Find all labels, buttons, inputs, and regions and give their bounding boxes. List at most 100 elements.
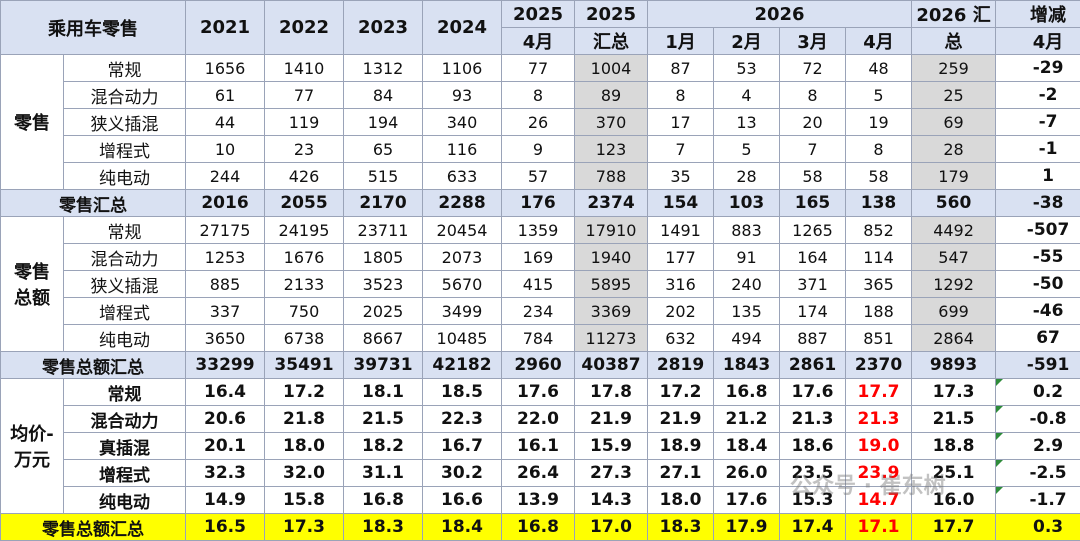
table-cell: 1253 xyxy=(186,244,265,271)
section-label-line: 均价- xyxy=(1,420,63,446)
col-2023: 2023 xyxy=(344,1,423,55)
table-cell: 31.1 xyxy=(344,460,423,487)
table-cell: 26.0 xyxy=(714,460,780,487)
table-cell: 114 xyxy=(846,244,912,271)
table-cell: 24195 xyxy=(265,217,344,244)
row-name: 常规 xyxy=(64,55,186,82)
summary-cell: 176 xyxy=(502,190,575,217)
table-cell: 18.2 xyxy=(344,433,423,460)
summary-cell: 17.4 xyxy=(780,514,846,541)
table-cell: 23711 xyxy=(344,217,423,244)
summary-cell: 35491 xyxy=(265,352,344,379)
row-name: 纯电动 xyxy=(64,325,186,352)
table-cell: 515 xyxy=(344,163,423,190)
table-cell: 547 xyxy=(912,244,996,271)
summary-cell: 2288 xyxy=(423,190,502,217)
table-cell: 10485 xyxy=(423,325,502,352)
table-cell: 65 xyxy=(344,136,423,163)
summary-cell: 0.3 xyxy=(996,514,1080,541)
section-label-line: 零售 xyxy=(1,109,63,135)
table-cell: -2.5 xyxy=(996,460,1080,487)
table-cell: 1106 xyxy=(423,55,502,82)
col-change-line1: 增减 xyxy=(996,1,1080,28)
table-cell: -2 xyxy=(996,82,1080,109)
table-cell: 21.8 xyxy=(265,406,344,433)
summary-cell: 9893 xyxy=(912,352,996,379)
table-cell: 57 xyxy=(502,163,575,190)
table-cell: 18.8 xyxy=(912,433,996,460)
row-name: 常规 xyxy=(64,217,186,244)
table-cell: 8 xyxy=(648,82,714,109)
table-cell: 851 xyxy=(846,325,912,352)
table-cell: 169 xyxy=(502,244,575,271)
table-cell: 69 xyxy=(912,109,996,136)
summary-cell: 138 xyxy=(846,190,912,217)
col-2026-sum-line1: 2026 汇 xyxy=(912,1,996,28)
table-cell: 21.2 xyxy=(714,406,780,433)
table-cell: 16.8 xyxy=(714,379,780,406)
summary-cell: 165 xyxy=(780,190,846,217)
table-cell: 16.8 xyxy=(344,487,423,514)
table-cell: 6738 xyxy=(265,325,344,352)
summary-cell: 17.1 xyxy=(846,514,912,541)
table-cell: 67 xyxy=(996,325,1080,352)
summary-cell: 2861 xyxy=(780,352,846,379)
table-cell: 14.9 xyxy=(186,487,265,514)
summary-cell: 16.8 xyxy=(502,514,575,541)
table-cell: 5895 xyxy=(575,271,648,298)
table-cell: 174 xyxy=(780,298,846,325)
table-cell: 19.0 xyxy=(846,433,912,460)
table-cell: 20.6 xyxy=(186,406,265,433)
table-cell: 177 xyxy=(648,244,714,271)
table-cell: 77 xyxy=(502,55,575,82)
row-name: 纯电动 xyxy=(64,163,186,190)
table-cell: 27.3 xyxy=(575,460,648,487)
table-cell: 30.2 xyxy=(423,460,502,487)
table-cell: 194 xyxy=(344,109,423,136)
table-cell: 28 xyxy=(714,163,780,190)
summary-cell: 17.0 xyxy=(575,514,648,541)
table-cell: 632 xyxy=(648,325,714,352)
table-cell: 26 xyxy=(502,109,575,136)
summary-cell: -591 xyxy=(996,352,1080,379)
col-month-1: 1月 xyxy=(648,28,714,55)
summary-cell: 560 xyxy=(912,190,996,217)
table-cell: 3369 xyxy=(575,298,648,325)
table-cell: 89 xyxy=(575,82,648,109)
table-cell: 58 xyxy=(846,163,912,190)
table-cell: 3650 xyxy=(186,325,265,352)
table-cell: 16.0 xyxy=(912,487,996,514)
table-cell: 316 xyxy=(648,271,714,298)
section-label: 零售总额 xyxy=(1,217,64,352)
row-name: 纯电动 xyxy=(64,487,186,514)
table-cell: 17 xyxy=(648,109,714,136)
summary-cell: 154 xyxy=(648,190,714,217)
table-cell: 53 xyxy=(714,55,780,82)
row-name: 混合动力 xyxy=(64,82,186,109)
table-cell: 11273 xyxy=(575,325,648,352)
table-cell: 28 xyxy=(912,136,996,163)
table-cell: 84 xyxy=(344,82,423,109)
table-title: 乘用车零售 xyxy=(1,1,186,55)
table-cell: 25.1 xyxy=(912,460,996,487)
table-cell: 240 xyxy=(714,271,780,298)
table-cell: 426 xyxy=(265,163,344,190)
table-cell: 8 xyxy=(780,82,846,109)
row-name: 真插混 xyxy=(64,433,186,460)
table-cell: 119 xyxy=(265,109,344,136)
col-2026-sum-line2: 总 xyxy=(912,28,996,55)
summary-cell: 40387 xyxy=(575,352,648,379)
table-cell: 16.7 xyxy=(423,433,502,460)
table-cell: 8667 xyxy=(344,325,423,352)
table-cell: 20.1 xyxy=(186,433,265,460)
summary-cell: 2055 xyxy=(265,190,344,217)
table-cell: 1805 xyxy=(344,244,423,271)
table-cell: 17.8 xyxy=(575,379,648,406)
